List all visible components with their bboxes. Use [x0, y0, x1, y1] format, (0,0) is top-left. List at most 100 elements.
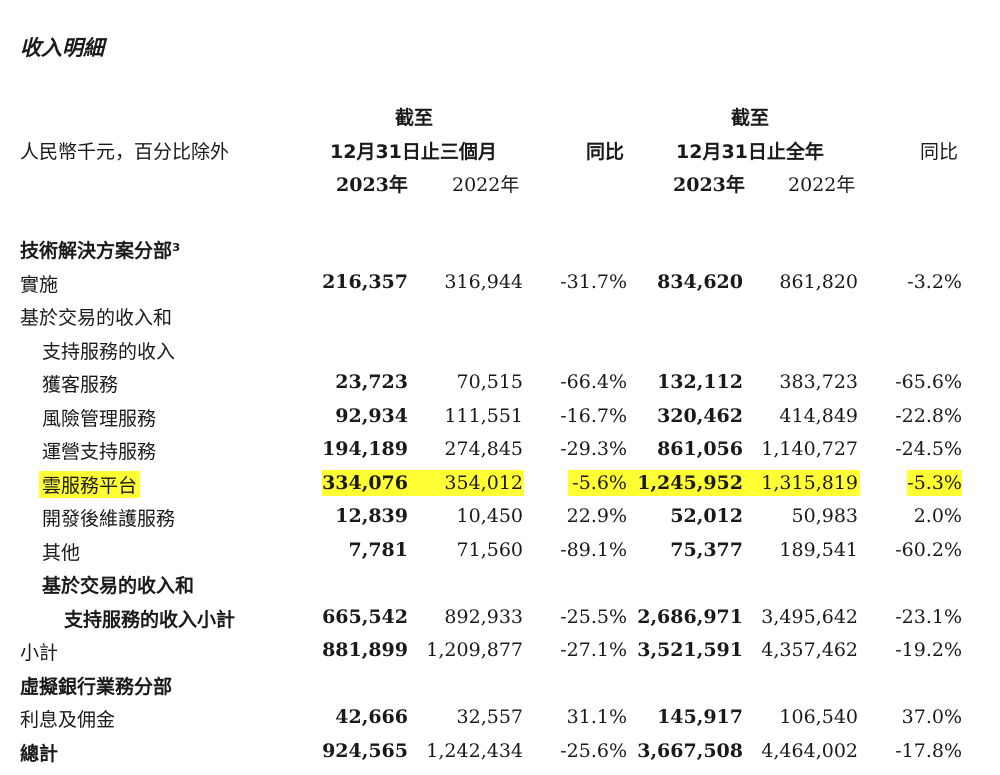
yoy-quarter-cell: 31.1%: [566, 706, 627, 728]
yoy-quarter-cell: -5.6%: [572, 469, 627, 496]
table-row: 實施 216,357 316,944 -31.7% 834,620 861,820 -3.2…: [0, 266, 1000, 300]
rev-2022-quarter-cell: 32,557: [456, 706, 523, 728]
yoy-quarter-cell: -29.3%: [560, 438, 627, 460]
yoy-quarter-cell: -25.5%: [560, 605, 627, 628]
rev-2023-full-cell: 1,245,952: [637, 469, 743, 496]
unit-label: 人民幣千元，百分比除外: [20, 141, 230, 163]
rev-2023-quarter-cell: 334,076: [322, 469, 408, 496]
table-row: 支持服務的收入: [0, 333, 1000, 367]
row-label: 小計: [20, 642, 59, 664]
table-row: 運營支持服務 194,189 274,845 -29.3% 861,056 1,140,7…: [0, 433, 1000, 467]
row-label: 基於交易的收入和: [42, 575, 195, 597]
rev-2022-full-cell: 4,464,002: [761, 739, 858, 762]
rev-2023-quarter-cell: 92,934: [335, 404, 408, 427]
rev-2022-full-cell: 50,983: [791, 505, 858, 527]
table-row: 獲客服務 23,723 70,515 -66.4% 132,112 383,723 -65.…: [0, 366, 1000, 400]
row-label: 基於交易的收入和: [20, 307, 173, 329]
rev-2023-quarter-cell: 216,357: [322, 270, 408, 293]
row-label: 支持服務的收入小計: [64, 608, 236, 631]
yoy-header-quarter: 同比: [586, 141, 625, 163]
rev-2023-full-cell: 3,667,508: [637, 739, 743, 762]
table-row: 利息及佣金 42,666 32,557 31.1% 145,917 106,540 37.0…: [0, 701, 1000, 735]
row-label: 運營支持服務: [42, 441, 157, 463]
table-row: 風險管理服務 92,934 111,551 -16.7% 320,462 414,849 -…: [0, 400, 1000, 434]
yoy-full-cell: 37.0%: [901, 706, 962, 728]
rev-2023-quarter-cell: 7,781: [348, 538, 409, 561]
period-y-label-1: 截至: [731, 107, 770, 129]
yoy-full-cell: 2.0%: [913, 505, 962, 527]
yoy-full-cell: -23.1%: [895, 605, 962, 628]
revenue-table: 技術解決方案分部³ 實施 216,357 316,944 -31.7% 834,620 86…: [0, 232, 1000, 768]
rev-2023-full-cell: 145,917: [657, 706, 743, 728]
table-row: 其他 7,781 71,560 -89.1% 75,377 189,541 -60.2%: [0, 534, 1000, 568]
yoy-full-cell: -65.6%: [895, 371, 962, 393]
yoy-full-cell: -17.8%: [895, 739, 962, 762]
rev-2023-full-cell: 52,012: [670, 505, 743, 527]
row-label: 風險管理服務: [42, 407, 157, 430]
yoy-quarter-cell: -27.1%: [560, 639, 627, 661]
table-row: 基於交易的收入和: [0, 567, 1000, 601]
yoy-full-cell: -60.2%: [895, 538, 962, 561]
period-q-label-2: 12月31日止三個月: [330, 141, 497, 163]
row-label: 利息及佣金: [20, 709, 116, 731]
rev-2022-full-cell: 1,140,727: [761, 438, 858, 460]
rev-2022-quarter-cell: 111,551: [444, 404, 523, 427]
table-row: 虛擬銀行業務分部: [0, 668, 1000, 702]
period-q-label-1: 截至: [395, 107, 434, 129]
yoy-quarter-cell: -66.4%: [560, 371, 627, 393]
rev-2022-quarter-cell: 71,560: [456, 538, 523, 561]
table-row: 技術解決方案分部³: [0, 232, 1000, 266]
rev-2022-full-cell: 383,723: [779, 371, 858, 393]
yoy-quarter-cell: -25.6%: [560, 739, 627, 762]
rev-2022-full-cell: 189,541: [779, 538, 858, 561]
rev-2023-quarter-cell: 42,666: [335, 706, 408, 728]
yoy-full-cell: -5.3%: [907, 469, 962, 496]
year-2022-quarter: 2022年: [452, 174, 520, 196]
rev-2022-quarter-cell: 70,515: [456, 371, 523, 393]
yoy-full-cell: -3.2%: [907, 270, 962, 293]
rev-2023-full-cell: 834,620: [657, 270, 743, 293]
table-row: 總計 924,565 1,242,434 -25.6% 3,667,508 4,464,0…: [0, 735, 1000, 769]
row-label: 開發後維護服務: [42, 508, 176, 530]
period-y-label-2: 12月31日止全年: [676, 141, 824, 163]
rev-2022-full-cell: 1,315,819: [761, 469, 858, 496]
table-row: 基於交易的收入和: [0, 299, 1000, 333]
rev-2023-quarter-cell: 12,839: [335, 505, 408, 527]
rev-2023-full-cell: 132,112: [657, 371, 743, 393]
yoy-header-full: 同比: [920, 141, 959, 163]
rev-2022-quarter-cell: 316,944: [444, 270, 523, 293]
rev-2023-full-cell: 861,056: [657, 438, 743, 460]
row-label: 虛擬銀行業務分部: [20, 675, 173, 698]
rev-2022-full-cell: 861,820: [779, 270, 858, 293]
table-row: 支持服務的收入小計 665,542 892,933 -25.5% 2,686,971 3,…: [0, 601, 1000, 635]
row-label: 技術解決方案分部³: [20, 240, 181, 262]
rev-2022-full-cell: 106,540: [779, 706, 858, 728]
rev-2023-quarter-cell: 23,723: [335, 371, 408, 393]
table-row: 開發後維護服務 12,839 10,450 22.9% 52,012 50,983 2.0%: [0, 500, 1000, 534]
rev-2023-quarter-cell: 665,542: [322, 605, 408, 628]
rev-2023-full-cell: 2,686,971: [637, 605, 743, 628]
table-row: 雲服務平台 334,076 354,012 -5.6% 1,245,952 1,315,8…: [0, 467, 1000, 501]
row-label: 總計: [20, 742, 59, 765]
table-row: 小計 881,899 1,209,877 -27.1% 3,521,591 4,357,4…: [0, 634, 1000, 668]
row-label: 獲客服務: [42, 374, 119, 396]
year-2023-full: 2023年: [673, 174, 745, 196]
rev-2023-quarter-cell: 194,189: [322, 438, 408, 460]
rev-2023-full-cell: 75,377: [670, 538, 743, 561]
rev-2022-quarter-cell: 892,933: [444, 605, 523, 628]
yoy-full-cell: -22.8%: [895, 404, 962, 427]
rev-2022-full-cell: 414,849: [779, 404, 858, 427]
yoy-quarter-cell: -31.7%: [560, 270, 627, 293]
rev-2023-full-cell: 3,521,591: [637, 639, 743, 661]
rev-2023-quarter-cell: 924,565: [322, 739, 408, 762]
year-2022-full: 2022年: [788, 174, 856, 196]
row-label: 實施: [20, 273, 59, 296]
yoy-full-cell: -19.2%: [895, 639, 962, 661]
page-title: 收入明細: [20, 36, 104, 60]
yoy-quarter-cell: -89.1%: [560, 538, 627, 561]
yoy-full-cell: -24.5%: [895, 438, 962, 460]
rev-2023-quarter-cell: 881,899: [322, 639, 408, 661]
year-2023-quarter: 2023年: [336, 174, 408, 196]
rev-2022-quarter-cell: 1,242,434: [426, 739, 523, 762]
rev-2023-full-cell: 320,462: [657, 404, 743, 427]
